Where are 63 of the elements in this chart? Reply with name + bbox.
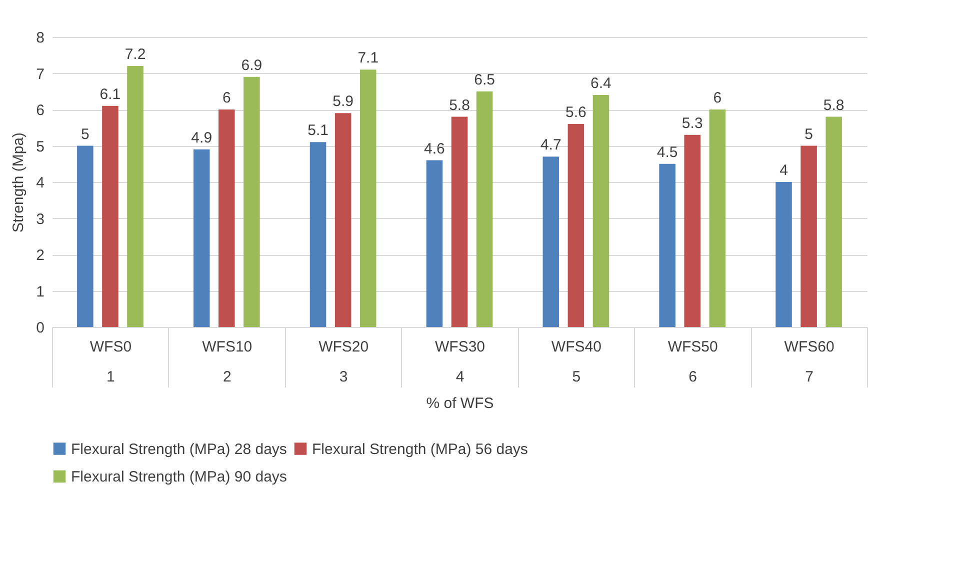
- data-label: 5: [804, 126, 813, 143]
- bar: [193, 149, 210, 327]
- data-label: 4.5: [656, 144, 678, 161]
- data-label: 4.7: [540, 136, 562, 154]
- data-label: 5.8: [449, 96, 470, 114]
- x-axis-title: % of WFS: [426, 395, 494, 412]
- bar: [310, 142, 326, 327]
- legend-label: Flexural Strength (MPa) 28 days: [71, 440, 287, 458]
- x-tick-label: WFS50 6: [668, 338, 718, 386]
- y-tick-label: 1: [36, 283, 44, 300]
- data-label: 4.6: [424, 140, 445, 158]
- bar: [360, 70, 376, 327]
- x-tick-label: WFS0 1: [90, 338, 132, 386]
- y-tick-label: 3: [36, 210, 44, 228]
- bar: [659, 164, 676, 327]
- data-label: 6.4: [590, 75, 612, 92]
- data-label: 5.8: [823, 96, 844, 114]
- y-tick-label: 2: [36, 247, 44, 264]
- data-label: 5.6: [566, 104, 586, 121]
- data-label: 6.9: [241, 56, 262, 74]
- data-label: 5.1: [308, 122, 328, 140]
- bar: [476, 91, 493, 327]
- data-label: 6: [222, 90, 231, 106]
- y-tick-label: 7: [36, 66, 44, 83]
- x-tick-label: WFS40 5: [551, 338, 602, 386]
- bar: [77, 146, 94, 327]
- y-tick-label: 6: [36, 102, 44, 119]
- bar: [426, 160, 443, 327]
- x-tick-label: WFS10 2: [202, 338, 252, 386]
- bar: [218, 110, 235, 327]
- x-tick-label: WFS30 4: [434, 338, 486, 386]
- bar: [800, 146, 817, 327]
- x-tick-label: WFS60 7: [784, 338, 834, 386]
- bar: [542, 156, 560, 327]
- bar: [709, 110, 726, 327]
- bar: [102, 106, 118, 327]
- bar: [244, 76, 260, 327]
- bar: [568, 124, 584, 327]
- y-tick-label: 5: [36, 138, 44, 156]
- bar: [592, 95, 610, 327]
- y-tick-label: 4: [36, 174, 44, 192]
- data-label: 6.5: [474, 71, 495, 88]
- data-label: 5: [81, 126, 90, 143]
- bar: [776, 182, 792, 327]
- y-tick-label: 0: [36, 320, 44, 336]
- legend-label: Flexural Strength (MPa) 90 days: [71, 468, 287, 486]
- data-label: 5.9: [332, 93, 354, 110]
- data-label: 4.9: [191, 129, 212, 146]
- bar: [826, 116, 842, 327]
- bar: [684, 134, 700, 327]
- x-tick-label: WFS20 3: [318, 338, 369, 386]
- data-label: 4: [780, 162, 788, 179]
- y-tick-label: 8: [36, 30, 44, 46]
- data-label: 6.1: [100, 86, 121, 103]
- bar: [451, 116, 468, 327]
- data-label: 6: [713, 90, 722, 106]
- data-label: 7.1: [358, 50, 379, 67]
- bar: [334, 113, 352, 327]
- bar: [127, 66, 144, 327]
- data-label: 5.3: [682, 114, 703, 132]
- y-axis-title: Strength (Mpa): [10, 132, 28, 233]
- data-label: 7.2: [124, 46, 146, 63]
- legend-label: Flexural Strength (MPa) 56 days: [312, 440, 528, 458]
